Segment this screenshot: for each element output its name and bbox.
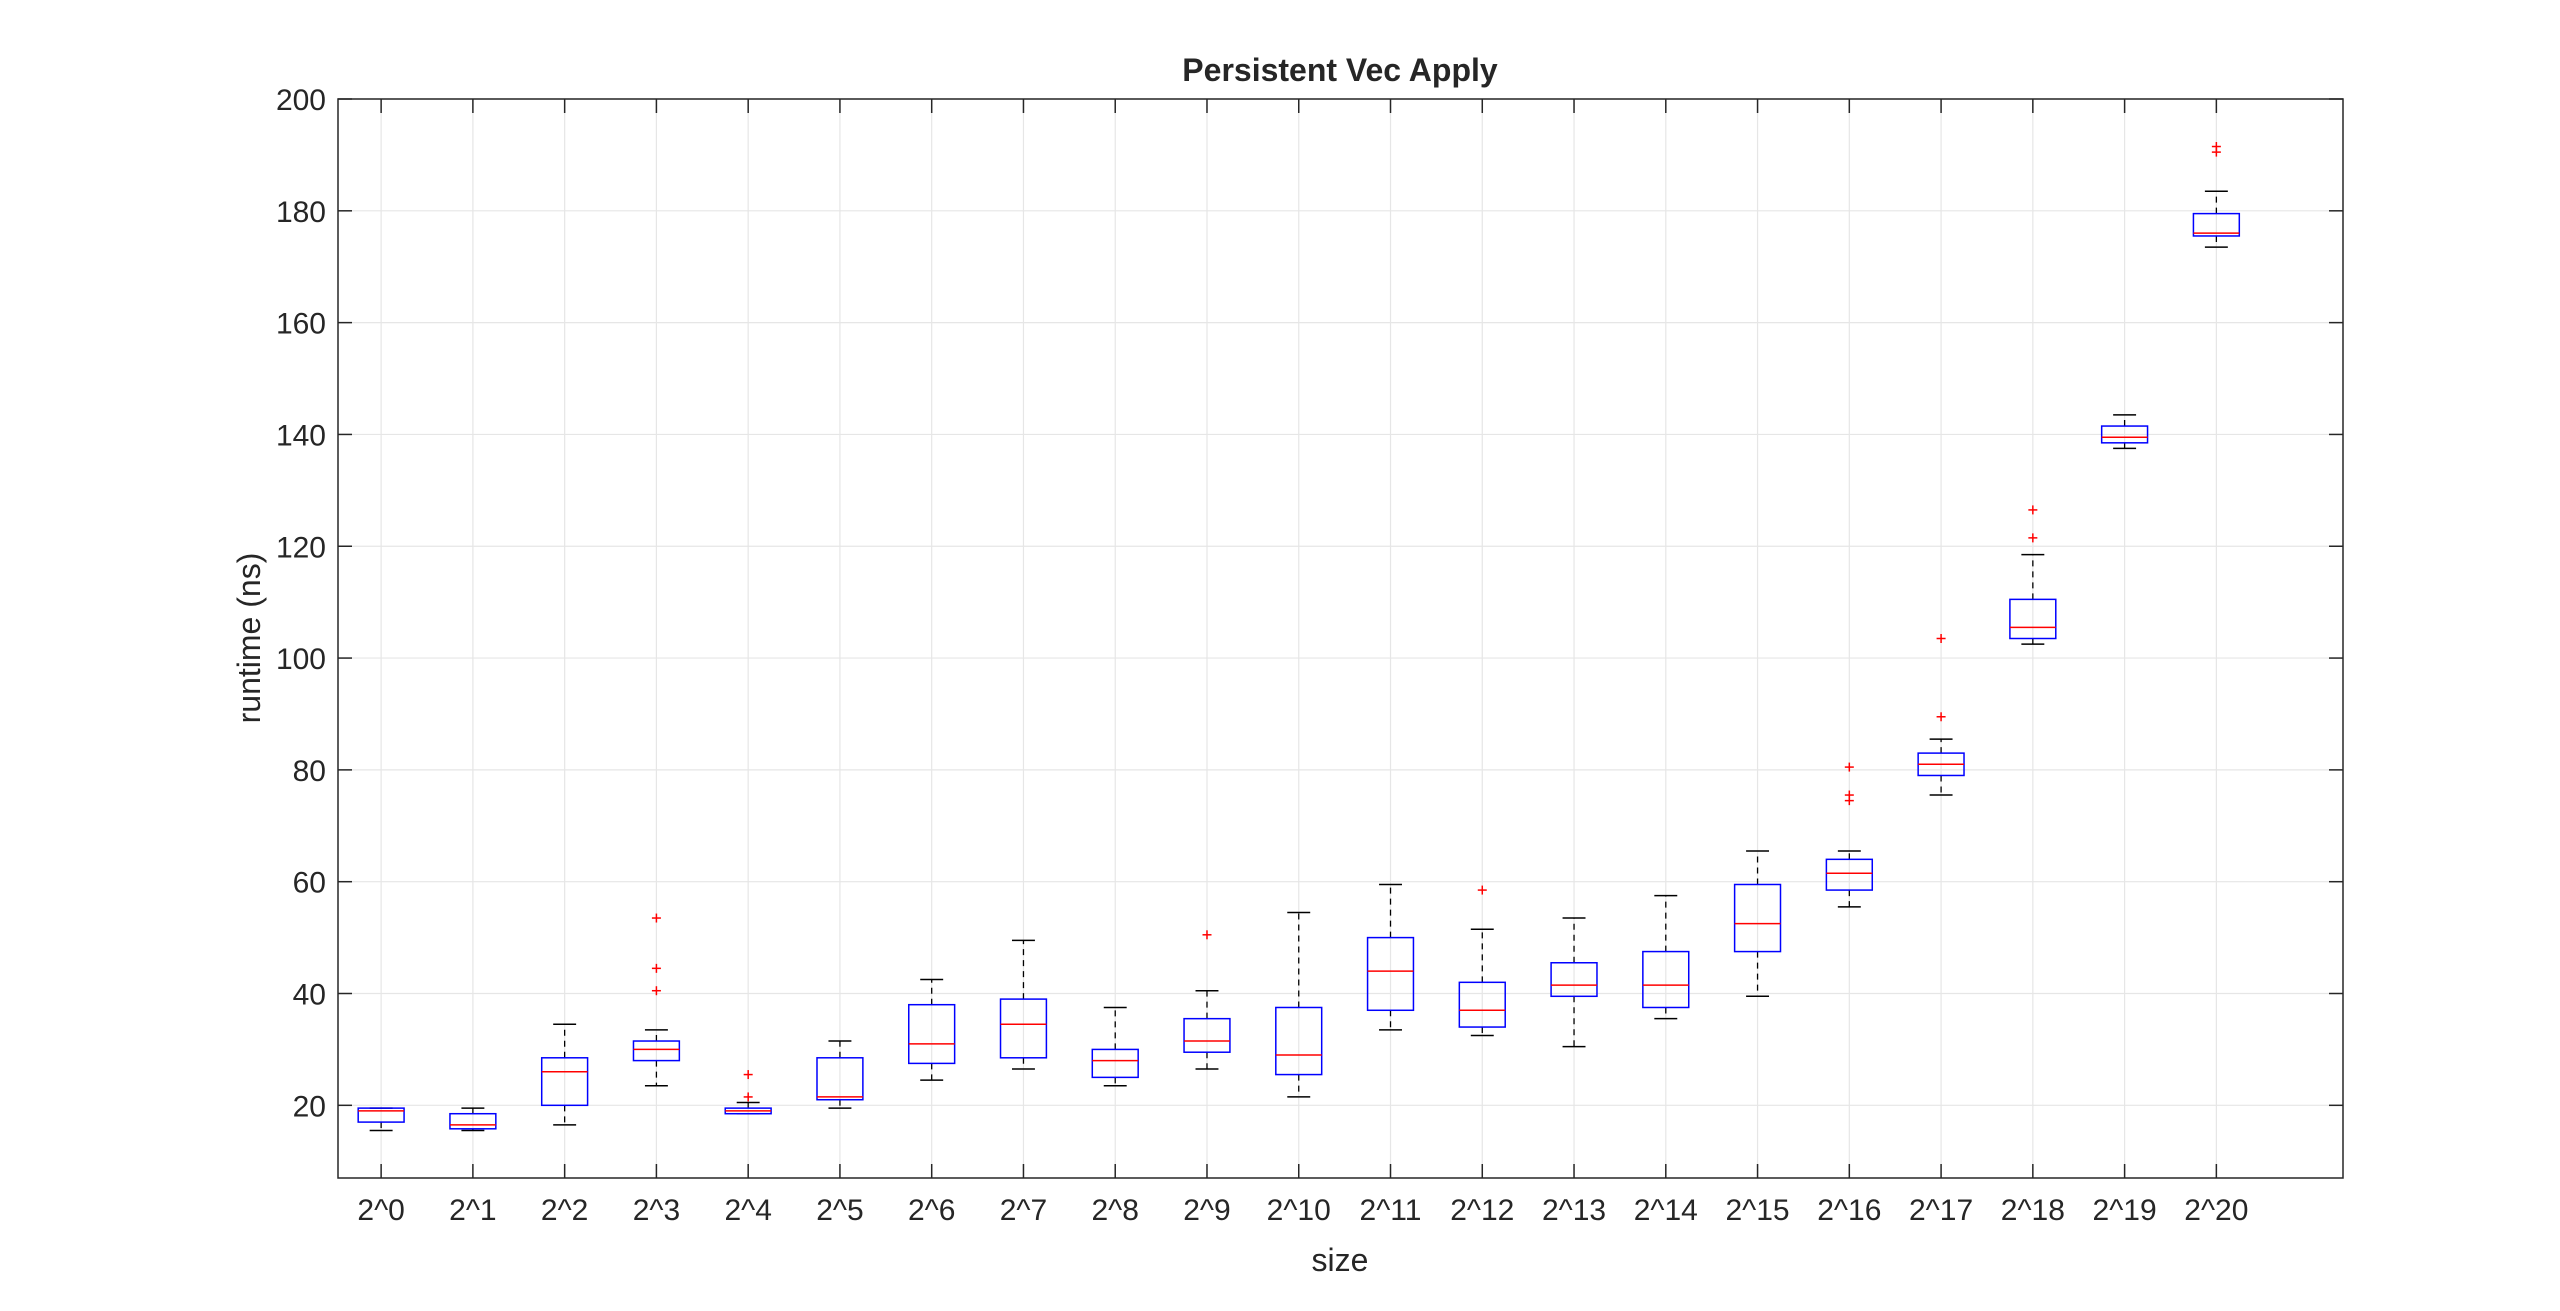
boxes-layer <box>357 142 2241 1132</box>
x-tick-label: 2^5 <box>816 1194 863 1227</box>
y-tick-label: 160 <box>276 308 326 341</box>
box-group-2-15 <box>1733 850 1782 998</box>
y-tick-label: 180 <box>276 196 326 229</box>
box-group-2-12 <box>1458 885 1506 1037</box>
box-group-2-16 <box>1825 762 1874 908</box>
y-tick-label: 100 <box>276 643 326 676</box>
chart-title: Persistent Vec Apply <box>1182 52 1498 88</box>
x-tick-label: 2^15 <box>1725 1194 1789 1227</box>
tick-marks <box>338 98 2343 1178</box>
y-tick-label: 60 <box>293 867 326 900</box>
y-tick-label: 80 <box>293 755 326 788</box>
x-tick-label: 2^20 <box>2184 1194 2248 1227</box>
x-axis-label: size <box>1312 1242 1369 1278</box>
box-group-2-14 <box>1642 894 1690 1020</box>
box-iqr <box>1642 950 1690 1009</box>
outlier-marker <box>743 1070 753 1080</box>
x-tick-label: 2^8 <box>1091 1194 1138 1227</box>
x-tick-label: 2^2 <box>541 1194 588 1227</box>
x-tick-label: 2^9 <box>1183 1194 1230 1227</box>
outlier-marker <box>1202 930 1212 940</box>
box-iqr <box>1550 962 1598 998</box>
outlier-marker <box>1936 712 1946 722</box>
grid-lines <box>338 98 2343 1178</box>
box-iqr <box>357 1107 405 1123</box>
y-tick-label: 40 <box>293 979 326 1012</box>
y-tick-label: 120 <box>276 531 326 564</box>
box-iqr <box>1458 981 1506 1028</box>
x-tick-label: 2^4 <box>724 1194 771 1227</box>
outlier-marker <box>651 913 661 923</box>
box-iqr <box>1366 936 1415 1012</box>
outlier-marker <box>743 1092 753 1102</box>
x-tick-label: 2^18 <box>2001 1194 2065 1227</box>
box-iqr <box>632 1040 681 1062</box>
box-group-2-17 <box>1917 634 1965 796</box>
box-group-2-10 <box>1275 911 1323 1098</box>
box-group-2-6 <box>908 978 956 1081</box>
outlier-marker <box>651 986 661 996</box>
x-tick-label: 2^11 <box>1360 1194 1422 1227</box>
outlier-marker <box>2028 533 2038 543</box>
x-tick-label: 2^19 <box>2093 1194 2157 1227</box>
outlier-marker <box>1844 790 1854 800</box>
box-group-2-8 <box>1091 1006 1139 1087</box>
x-tick-label: 2^1 <box>449 1194 496 1227</box>
outlier-marker <box>1477 885 1487 895</box>
x-tick-label: 2^16 <box>1817 1194 1881 1227</box>
box-group-2-4 <box>724 1070 772 1115</box>
box-group-2-2 <box>540 1023 589 1126</box>
outlier-marker <box>651 963 661 973</box>
x-tick-label: 2^14 <box>1634 1194 1698 1227</box>
box-iqr <box>1733 883 1782 953</box>
box-group-2-0 <box>357 1107 405 1132</box>
box-iqr <box>1183 1017 1231 1053</box>
outlier-marker <box>2211 142 2221 152</box>
x-tick-label: 2^13 <box>1542 1194 1606 1227</box>
box-iqr <box>1091 1048 1139 1079</box>
box-iqr <box>2009 598 2057 640</box>
x-tick-label: 2^10 <box>1267 1194 1331 1227</box>
box-group-2-9 <box>1183 930 1231 1070</box>
x-tick-label: 2^6 <box>908 1194 955 1227</box>
tick-labels: 20 40 60 80 100 120 140 160 180 200 2^0 2^1 2^2 2^3 2^… <box>276 84 2249 1227</box>
outlier-marker <box>2028 505 2038 515</box>
box-group-2-5 <box>816 1040 864 1109</box>
box-group-2-7 <box>999 939 1048 1070</box>
box-iqr <box>2100 425 2149 444</box>
box-iqr <box>1275 1006 1323 1076</box>
box-iqr <box>540 1057 589 1107</box>
box-group-2-19 <box>2100 414 2149 450</box>
outlier-marker <box>1936 634 1946 643</box>
box-group-2-11 <box>1366 883 1415 1031</box>
x-tick-label: 2^7 <box>1000 1194 1047 1227</box>
box-group-2-20 <box>2192 142 2241 248</box>
box-group-2-1 <box>449 1107 497 1132</box>
y-tick-label: 20 <box>293 1090 326 1123</box>
box-iqr <box>2192 212 2241 237</box>
box-iqr <box>908 1003 956 1065</box>
y-axis-label: runtime (ns) <box>231 553 267 724</box>
box-group-2-13 <box>1550 917 1598 1048</box>
x-tick-label: 2^12 <box>1450 1194 1514 1227</box>
box-iqr <box>816 1057 864 1101</box>
x-tick-label: 2^3 <box>633 1194 680 1227</box>
x-tick-label: 2^17 <box>1909 1194 1973 1227</box>
y-tick-label: 140 <box>276 419 326 452</box>
box-iqr <box>449 1112 497 1130</box>
plot-frame <box>337 98 2344 1179</box>
y-tick-label: 200 <box>276 84 326 117</box>
box-group-2-3 <box>632 913 681 1087</box>
plot-area <box>338 99 2343 1178</box>
outlier-marker <box>1844 762 1854 772</box>
box-group-2-18 <box>2009 505 2057 645</box>
x-tick-label: 2^0 <box>357 1194 404 1227</box>
box-iqr <box>999 998 1048 1059</box>
box-iqr <box>1825 858 1874 891</box>
